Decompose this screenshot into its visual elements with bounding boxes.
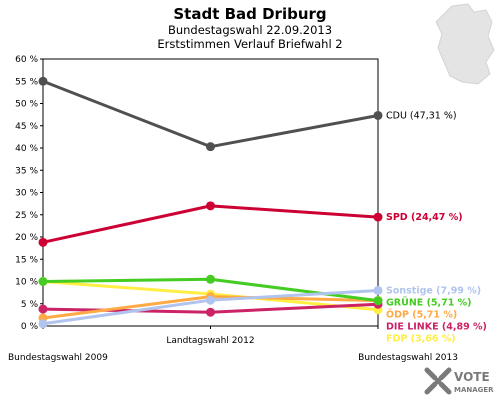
logo-text-vote: VOTE bbox=[454, 370, 490, 384]
y-tick-label: 15 % bbox=[15, 255, 38, 265]
x-tick-label: Landtagswahl 2012 bbox=[166, 336, 254, 346]
chart-subtitle-2: Erststimmen Verlauf Briefwahl 2 bbox=[157, 37, 342, 51]
data-point-grüne bbox=[206, 274, 215, 284]
series-end-label-fdp: FDP (3,66 %) bbox=[386, 333, 456, 344]
series-end-label-ödp: ÖDP (5,71 %) bbox=[386, 309, 457, 320]
series-labels: CDU (47,31 %) SPD (24,47 %) Sonstige (7,99… bbox=[386, 110, 487, 344]
y-tick-label: 10 % bbox=[15, 278, 38, 288]
series-end-label-sonstige: Sonstige (7,99 %) bbox=[386, 285, 481, 296]
germany-map-icon bbox=[435, 3, 495, 85]
data-point-grüne bbox=[373, 296, 383, 306]
x-tick-label: Bundestagswahl 2013 bbox=[358, 353, 458, 363]
y-tick-label: 35 % bbox=[15, 166, 38, 176]
x-tick-label: Bundestagswahl 2009 bbox=[8, 353, 108, 363]
y-tick-label: 25 % bbox=[15, 211, 38, 221]
axes: 0 % 5 % 10 % 15 % 20 % 25 % 30 % 35 % 40 % 45 % 50… bbox=[8, 55, 458, 363]
y-tick-label: 60 % bbox=[15, 55, 38, 65]
data-point-sonstige bbox=[38, 319, 48, 329]
chart-subtitle-1: Bundestagswahl 22.09.2013 bbox=[168, 23, 332, 37]
y-tick-label: 50 % bbox=[15, 100, 38, 110]
y-tick-label: 30 % bbox=[15, 189, 38, 199]
data-point-die-linke bbox=[38, 304, 48, 314]
data-point-cdu bbox=[38, 76, 48, 86]
data-point-sonstige bbox=[206, 295, 215, 305]
data-point-cdu bbox=[206, 142, 215, 152]
data-point-spd bbox=[38, 237, 48, 247]
series-end-label-grüne: GRÜNE (5,71 %) bbox=[386, 297, 472, 308]
y-tick-label: 5 % bbox=[21, 300, 39, 310]
chart-title: Stadt Bad Driburg bbox=[173, 5, 326, 23]
data-point-cdu bbox=[373, 110, 383, 120]
vote-manager-logo: VOTE MANAGER bbox=[424, 367, 494, 395]
series-end-label-spd: SPD (24,47 %) bbox=[386, 212, 463, 223]
series-end-label-die-linke: DIE LINKE (4,89 %) bbox=[386, 321, 487, 332]
series-end-label-cdu: CDU (47,31 %) bbox=[386, 110, 457, 121]
y-tick-label: 55 % bbox=[15, 77, 38, 87]
y-tick-label: 40 % bbox=[15, 144, 38, 154]
y-tick-label: 45 % bbox=[15, 122, 38, 132]
data-point-grüne bbox=[38, 277, 48, 286]
logo-text-manager: MANAGER bbox=[454, 386, 494, 394]
data-point-die-linke bbox=[206, 307, 215, 317]
y-tick-label: 0 % bbox=[21, 322, 39, 332]
data-point-sonstige bbox=[373, 285, 383, 295]
y-tick-label: 20 % bbox=[15, 233, 38, 243]
data-point-spd bbox=[206, 201, 215, 211]
series-points bbox=[38, 76, 383, 329]
data-point-spd bbox=[373, 212, 383, 222]
